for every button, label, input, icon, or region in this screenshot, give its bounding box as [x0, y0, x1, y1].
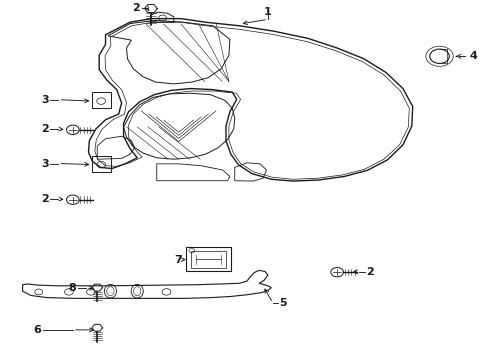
Bar [92, 93, 111, 108]
Bar [190, 251, 225, 268]
Text: 8: 8 [68, 283, 76, 293]
Text: 4: 4 [469, 51, 477, 61]
Bar [92, 156, 111, 172]
Bar [185, 247, 230, 271]
Text: 5: 5 [279, 298, 286, 308]
Text: 2: 2 [132, 3, 140, 13]
Text: 3: 3 [41, 95, 48, 105]
Text: 2: 2 [366, 267, 373, 277]
Text: 7: 7 [174, 255, 182, 265]
Text: 6: 6 [33, 325, 41, 335]
Text: 2: 2 [41, 124, 48, 134]
Text: 2: 2 [41, 194, 48, 204]
Text: 1: 1 [264, 7, 271, 17]
Text: 3: 3 [41, 158, 48, 168]
